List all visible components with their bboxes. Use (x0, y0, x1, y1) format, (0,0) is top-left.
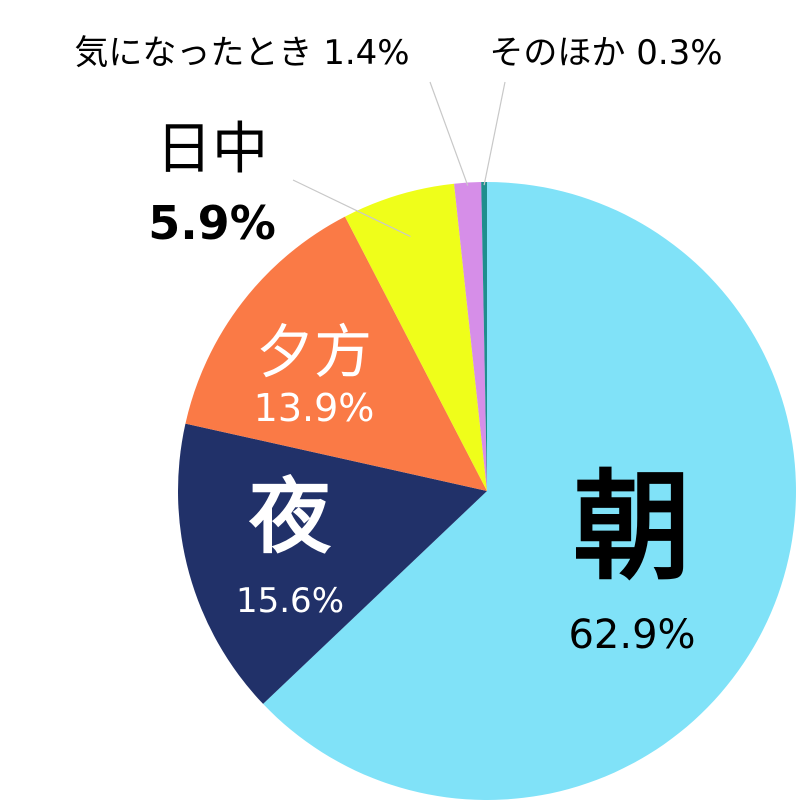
category-label-yoru: 夜 (248, 470, 332, 565)
value-label-yoru: 15.6% (236, 581, 344, 621)
value-label-asa: 62.9% (568, 612, 695, 658)
leader-line-sonohoka (483, 81, 506, 186)
pie-slice-yoru (178, 423, 488, 704)
label-kininatta: 気になったとき 1.4% (74, 33, 409, 73)
pie-slice-nitchu (344, 183, 487, 492)
leader-line-nitchu (292, 179, 411, 238)
category-label-nitchu: 日中 (156, 117, 268, 182)
leader-lines-layer (292, 81, 506, 238)
label-sonohoka: そのほか 0.3% (489, 33, 722, 73)
leader-line-kininatta (429, 81, 469, 186)
pie-slice-asa (263, 182, 797, 801)
pie-slice-yugata (185, 216, 488, 491)
slices-layer (178, 182, 797, 801)
pie-slice-sonohoka (481, 182, 487, 491)
category-label-asa: 朝 (573, 458, 691, 596)
value-label-yugata: 13.9% (254, 386, 375, 430)
pie-slice-kininatta (454, 182, 487, 492)
category-label-yugata: 夕方 (256, 318, 372, 386)
value-label-nitchu: 5.9% (148, 196, 276, 250)
